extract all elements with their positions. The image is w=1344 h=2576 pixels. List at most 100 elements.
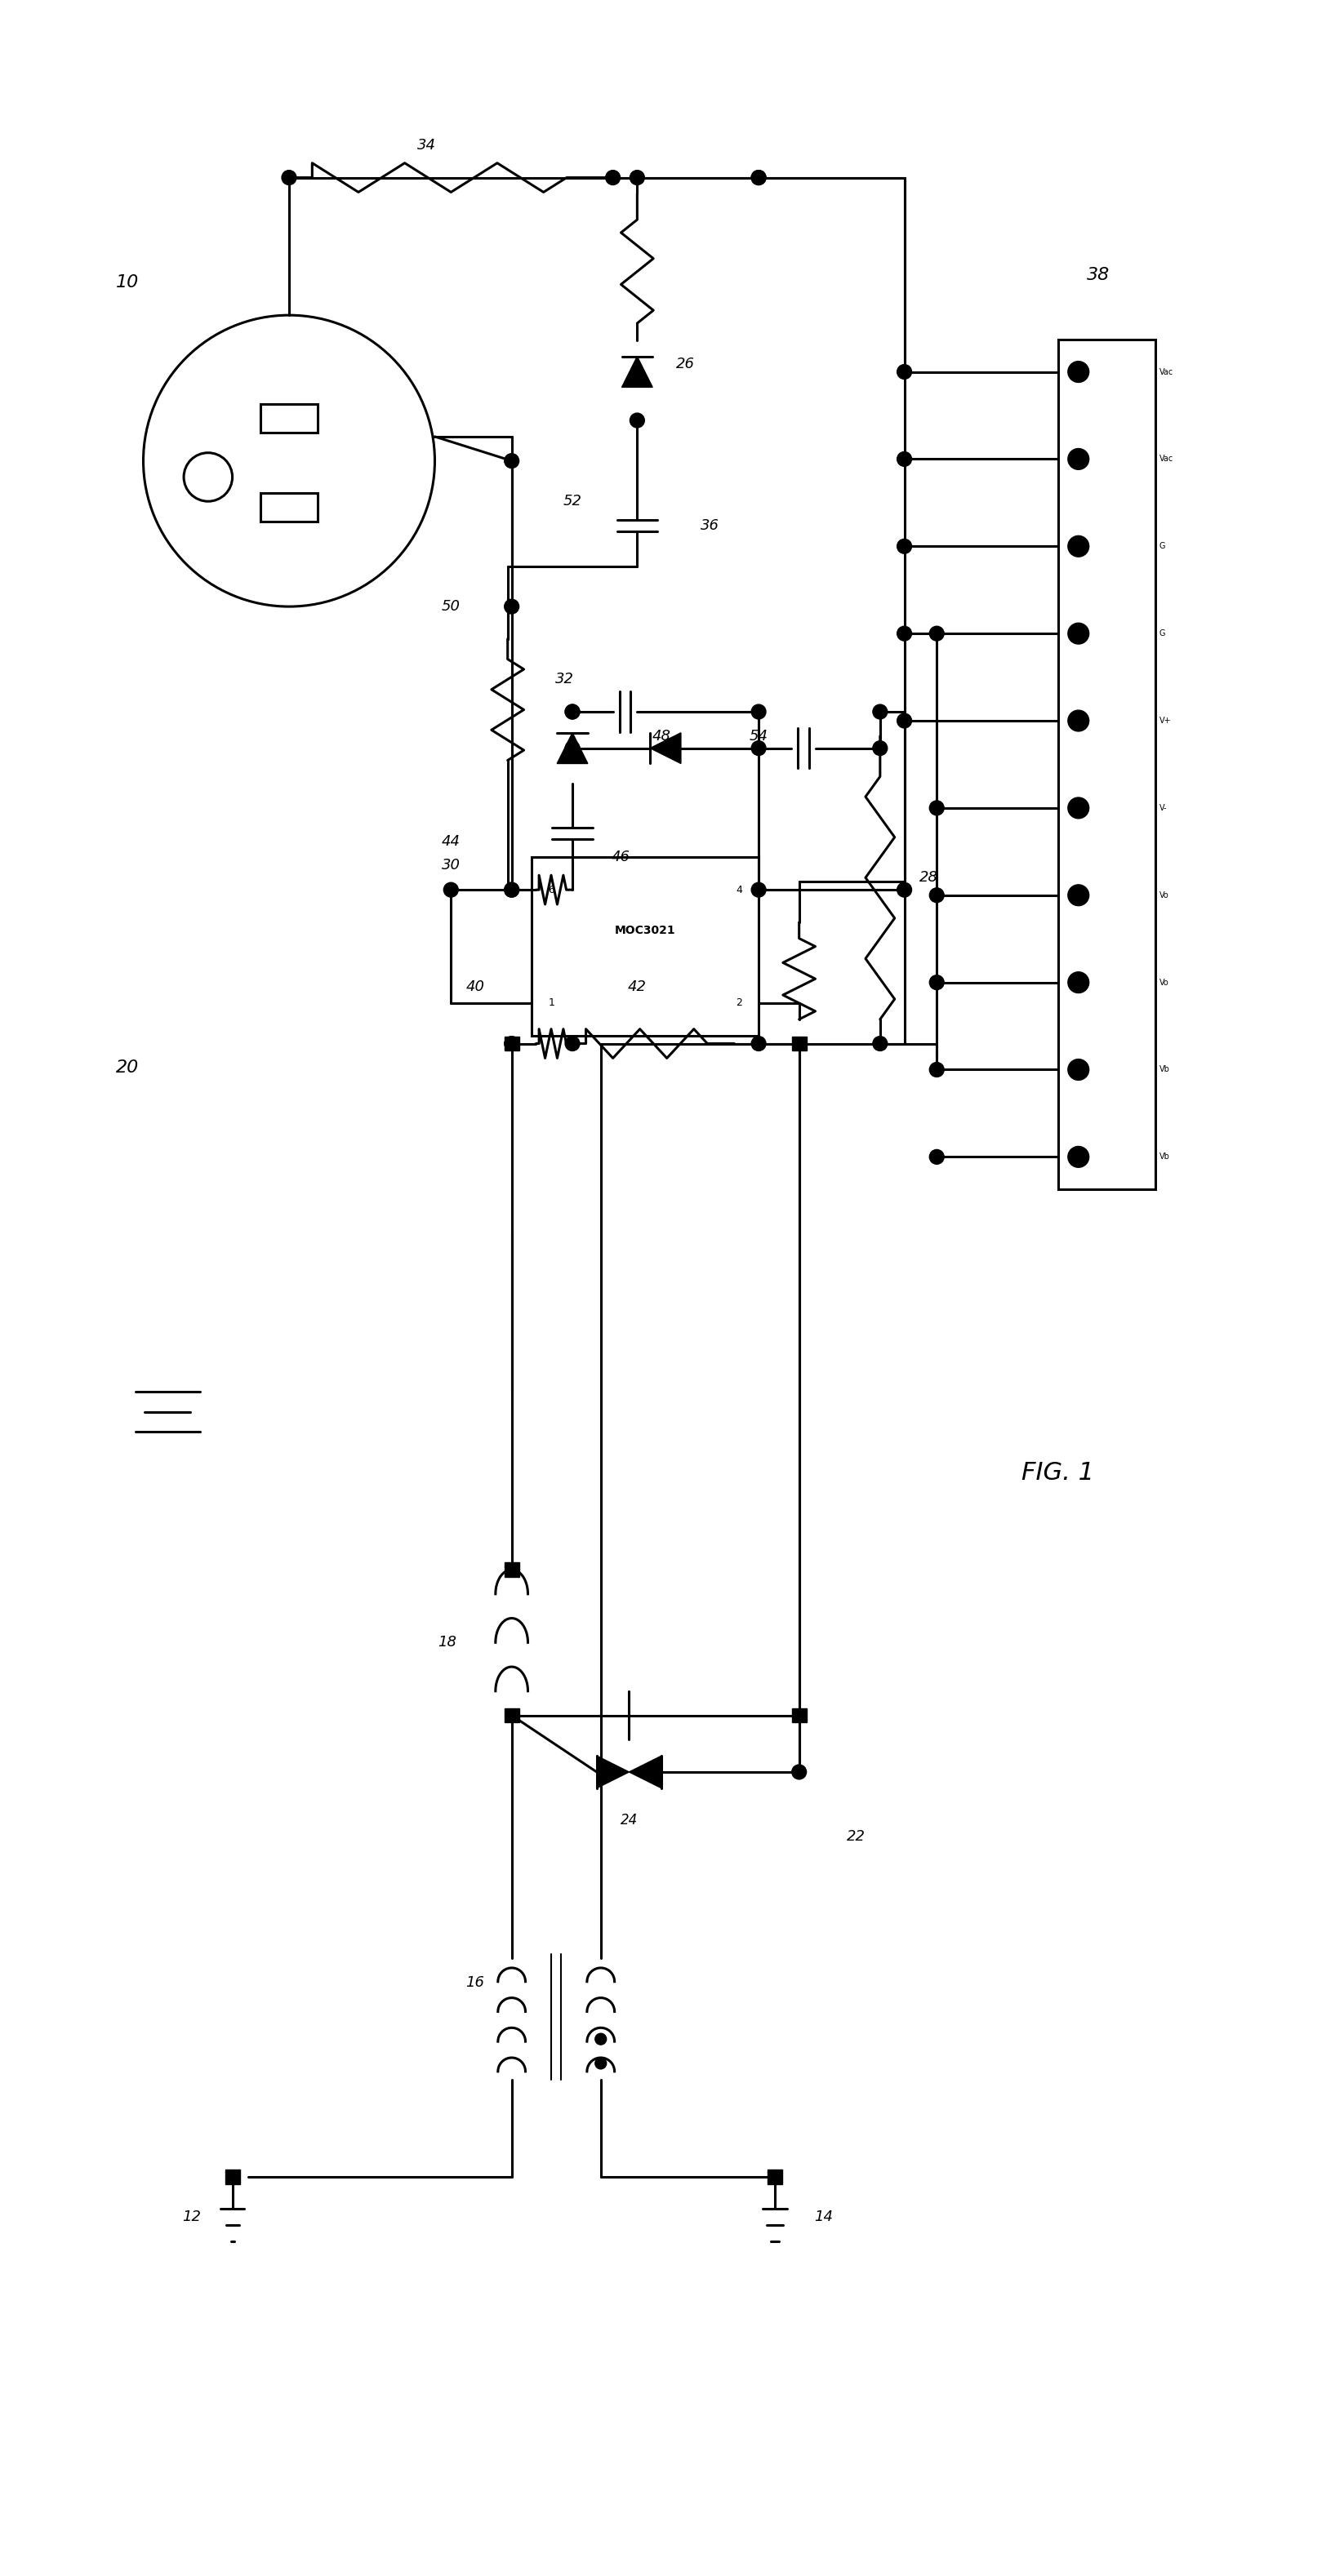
Circle shape — [751, 170, 766, 185]
Circle shape — [595, 2032, 606, 2045]
Circle shape — [896, 538, 911, 554]
Text: MOC3021: MOC3021 — [614, 925, 676, 935]
Circle shape — [504, 453, 519, 469]
Circle shape — [1068, 711, 1089, 732]
Text: Vb: Vb — [1160, 1154, 1169, 1162]
Circle shape — [792, 1765, 806, 1780]
Text: 14: 14 — [814, 2210, 833, 2226]
Text: V-: V- — [1160, 804, 1167, 811]
Text: 34: 34 — [417, 139, 435, 152]
Text: 18: 18 — [438, 1636, 457, 1649]
Bar — [792, 1708, 806, 1723]
Circle shape — [930, 976, 943, 989]
Text: 40: 40 — [466, 979, 485, 994]
Text: Vo: Vo — [1160, 891, 1169, 899]
Circle shape — [751, 170, 766, 185]
Polygon shape — [629, 1757, 661, 1788]
Text: 46: 46 — [612, 850, 630, 866]
Bar — [261, 404, 317, 433]
Circle shape — [630, 170, 645, 185]
Text: Vac: Vac — [1160, 368, 1173, 376]
Circle shape — [504, 1036, 519, 1051]
Polygon shape — [622, 355, 653, 386]
Circle shape — [1068, 361, 1089, 381]
Circle shape — [751, 703, 766, 719]
Circle shape — [930, 889, 943, 902]
Text: 28: 28 — [919, 871, 938, 886]
Circle shape — [504, 884, 519, 896]
Circle shape — [930, 1061, 943, 1077]
Bar — [767, 2169, 782, 2184]
Circle shape — [504, 884, 519, 896]
Text: 22: 22 — [847, 1829, 866, 1844]
Bar — [532, 858, 758, 1036]
Bar — [504, 1708, 519, 1723]
Circle shape — [564, 703, 579, 719]
Text: 1: 1 — [548, 997, 555, 1007]
Text: 32: 32 — [555, 672, 574, 688]
Circle shape — [872, 703, 887, 719]
Text: 6: 6 — [548, 884, 555, 894]
Circle shape — [606, 170, 620, 185]
Bar — [224, 2169, 239, 2184]
Text: 10: 10 — [116, 276, 138, 291]
Circle shape — [282, 170, 296, 185]
Circle shape — [1068, 623, 1089, 644]
Polygon shape — [650, 732, 681, 762]
Text: 44: 44 — [442, 835, 461, 848]
Bar — [261, 492, 317, 520]
Circle shape — [751, 742, 766, 755]
Circle shape — [896, 714, 911, 729]
Circle shape — [930, 1149, 943, 1164]
Circle shape — [930, 801, 943, 814]
Circle shape — [1068, 448, 1089, 469]
Circle shape — [595, 2058, 606, 2069]
Text: 30: 30 — [442, 858, 461, 873]
Circle shape — [1068, 1146, 1089, 1167]
Text: 52: 52 — [563, 495, 582, 507]
Text: 16: 16 — [466, 1976, 485, 1989]
Text: 50: 50 — [442, 600, 461, 613]
Circle shape — [1068, 536, 1089, 556]
Text: 54: 54 — [749, 729, 767, 744]
Circle shape — [564, 742, 579, 755]
Text: 42: 42 — [628, 979, 646, 994]
Circle shape — [564, 703, 579, 719]
Circle shape — [872, 1036, 887, 1051]
Text: Vac: Vac — [1160, 456, 1173, 464]
Text: FIG. 1: FIG. 1 — [1021, 1461, 1094, 1484]
Circle shape — [444, 884, 458, 896]
Text: G: G — [1160, 629, 1165, 639]
Circle shape — [896, 626, 911, 641]
Text: 48: 48 — [652, 729, 671, 744]
Text: Vo: Vo — [1160, 979, 1169, 987]
Circle shape — [564, 1036, 579, 1051]
Circle shape — [1068, 884, 1089, 907]
Bar — [504, 1036, 519, 1051]
Circle shape — [630, 412, 645, 428]
Text: 26: 26 — [676, 355, 695, 371]
Circle shape — [896, 366, 911, 379]
Text: 4: 4 — [737, 884, 742, 894]
Text: V+: V+ — [1160, 716, 1172, 724]
Circle shape — [751, 1036, 766, 1051]
Polygon shape — [597, 1757, 629, 1788]
Text: Vb: Vb — [1160, 1066, 1169, 1074]
Text: 2: 2 — [737, 997, 742, 1007]
Text: 24: 24 — [621, 1814, 638, 1829]
Bar — [792, 1036, 806, 1051]
Text: 20: 20 — [116, 1059, 138, 1077]
Bar — [1058, 340, 1156, 1190]
Circle shape — [1068, 799, 1089, 819]
Text: G: G — [1160, 541, 1165, 551]
Text: 38: 38 — [1087, 265, 1110, 283]
Circle shape — [896, 451, 911, 466]
Text: 12: 12 — [183, 2210, 202, 2226]
Circle shape — [751, 884, 766, 896]
Circle shape — [504, 600, 519, 613]
Text: 36: 36 — [700, 518, 719, 533]
Polygon shape — [556, 732, 587, 762]
Circle shape — [896, 884, 911, 896]
Circle shape — [1068, 971, 1089, 992]
Circle shape — [1068, 1059, 1089, 1079]
